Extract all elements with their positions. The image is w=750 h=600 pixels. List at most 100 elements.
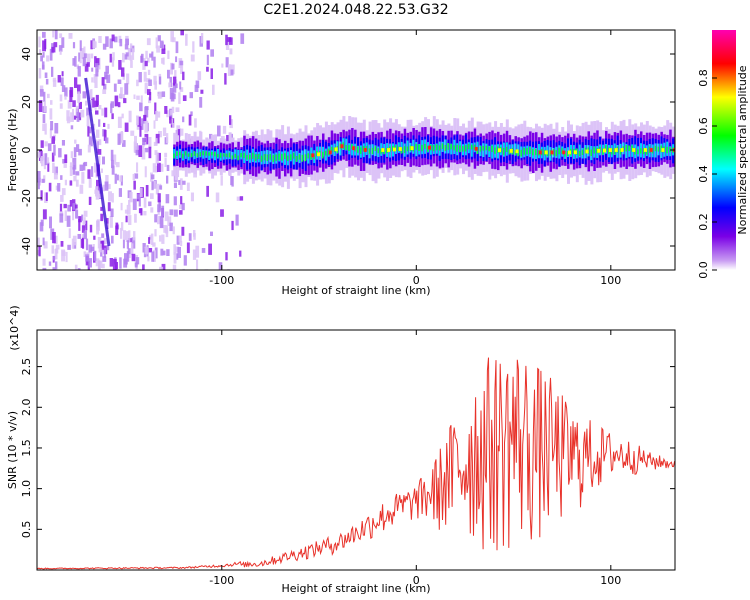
- noise-speckle: [222, 125, 227, 134]
- spectrogram-hotspot: [544, 150, 548, 155]
- noise-speckle: [155, 110, 158, 121]
- noise-speckle: [179, 60, 184, 66]
- noise-speckle: [104, 181, 109, 191]
- noise-speckle: [100, 168, 103, 173]
- noise-speckle: [115, 225, 119, 235]
- noise-speckle: [43, 101, 46, 113]
- noise-speckle: [158, 91, 163, 99]
- spectrogram-band-4: [304, 154, 307, 162]
- noise-speckle: [131, 237, 136, 249]
- noise-speckle: [164, 106, 168, 114]
- noise-speckle: [221, 63, 224, 68]
- noise-speckle: [164, 157, 167, 167]
- figure-title: C2E1.2024.048.22.53.G32: [263, 2, 448, 18]
- noise-speckle: [79, 48, 84, 59]
- spectrogram-band-4: [654, 145, 657, 152]
- noise-speckle: [84, 63, 89, 72]
- noise-speckle: [168, 82, 172, 88]
- noise-speckle: [144, 147, 149, 153]
- noise-speckle: [195, 80, 200, 88]
- noise-speckle: [65, 251, 68, 263]
- spectrogram-band-4: [228, 152, 231, 158]
- noise-speckle: [172, 264, 177, 270]
- noise-speckle: [206, 40, 210, 50]
- noise-speckle: [103, 83, 107, 90]
- noise-speckle: [161, 234, 165, 244]
- spectrogram-hotspot: [363, 148, 367, 152]
- spectrogram-band-4: [176, 151, 178, 156]
- noise-speckle: [201, 33, 204, 44]
- noise-speckle: [183, 255, 187, 266]
- colorbar-tick-label: 0.2: [697, 213, 710, 231]
- noise-speckle: [77, 84, 81, 94]
- noise-speckle: [72, 100, 76, 107]
- noise-speckle: [114, 95, 119, 107]
- spectrogram-hotspot: [474, 146, 478, 151]
- spectrogram-band-4: [237, 155, 239, 161]
- noise-speckle: [159, 185, 163, 190]
- noise-speckle: [150, 233, 154, 245]
- noise-speckle: [41, 178, 45, 183]
- noise-speckle: [153, 120, 156, 129]
- noise-speckle: [220, 209, 224, 217]
- noise-speckle: [88, 258, 92, 268]
- noise-speckle: [78, 148, 82, 156]
- noise-speckle: [165, 194, 170, 204]
- noise-speckle: [155, 138, 158, 145]
- noise-speckle: [102, 89, 107, 94]
- spectrogram-hotspot: [498, 148, 501, 153]
- noise-speckle: [44, 38, 47, 50]
- spectrogram-band-4: [181, 153, 184, 159]
- noise-speckle: [120, 202, 123, 211]
- noise-speckle: [111, 235, 114, 244]
- noise-speckle: [126, 240, 129, 249]
- noise-speckle: [46, 55, 50, 62]
- noise-speckle: [37, 181, 40, 190]
- noise-speckle: [39, 89, 44, 97]
- noise-speckle: [179, 87, 184, 92]
- noise-speckle: [122, 140, 126, 147]
- spectrogram-hotspot: [410, 146, 414, 150]
- spectrogram-band-4: [637, 149, 639, 155]
- noise-speckle: [176, 235, 180, 245]
- noise-speckle: [182, 71, 185, 81]
- spectrogram-band-4: [278, 153, 280, 161]
- noise-speckle: [129, 192, 133, 203]
- noise-speckle: [108, 191, 112, 202]
- spectrogram-band-4: [435, 144, 438, 151]
- noise-speckle: [61, 85, 66, 92]
- noise-speckle: [89, 224, 93, 233]
- noise-speckle: [142, 142, 145, 150]
- noise-speckle: [224, 73, 227, 85]
- spectrogram-hotspot: [643, 148, 647, 152]
- noise-speckle: [79, 40, 82, 51]
- noise-speckle: [200, 89, 204, 94]
- noise-speckle: [153, 75, 157, 85]
- noise-speckle: [189, 92, 193, 99]
- noise-speckle: [148, 146, 152, 159]
- noise-speckle: [133, 94, 136, 99]
- noise-speckle: [98, 139, 102, 146]
- noise-speckle: [120, 227, 123, 239]
- spectrogram-band-4: [219, 153, 222, 158]
- noise-speckle: [59, 203, 63, 212]
- noise-speckle: [154, 247, 158, 259]
- noise-speckle: [157, 162, 161, 172]
- spectrogram-band-4: [537, 150, 540, 156]
- noise-speckle: [73, 147, 77, 158]
- noise-speckle: [229, 115, 232, 125]
- noise-speckle: [137, 269, 141, 270]
- spectrogram-band-4: [578, 150, 581, 156]
- noise-speckle: [44, 72, 48, 78]
- spectrogram-band-4: [613, 148, 616, 155]
- noise-speckle: [69, 87, 74, 98]
- spectrogram-band-4: [479, 146, 482, 152]
- spectrogram-band-4: [298, 154, 301, 160]
- colorbar-tick-label: 0.6: [697, 117, 710, 135]
- noise-speckle: [37, 171, 41, 183]
- noise-speckle: [106, 245, 110, 251]
- noise-speckle: [97, 237, 102, 249]
- noise-speckle: [142, 243, 146, 253]
- spectrogram-hotspot: [352, 146, 356, 151]
- noise-speckle: [159, 40, 164, 48]
